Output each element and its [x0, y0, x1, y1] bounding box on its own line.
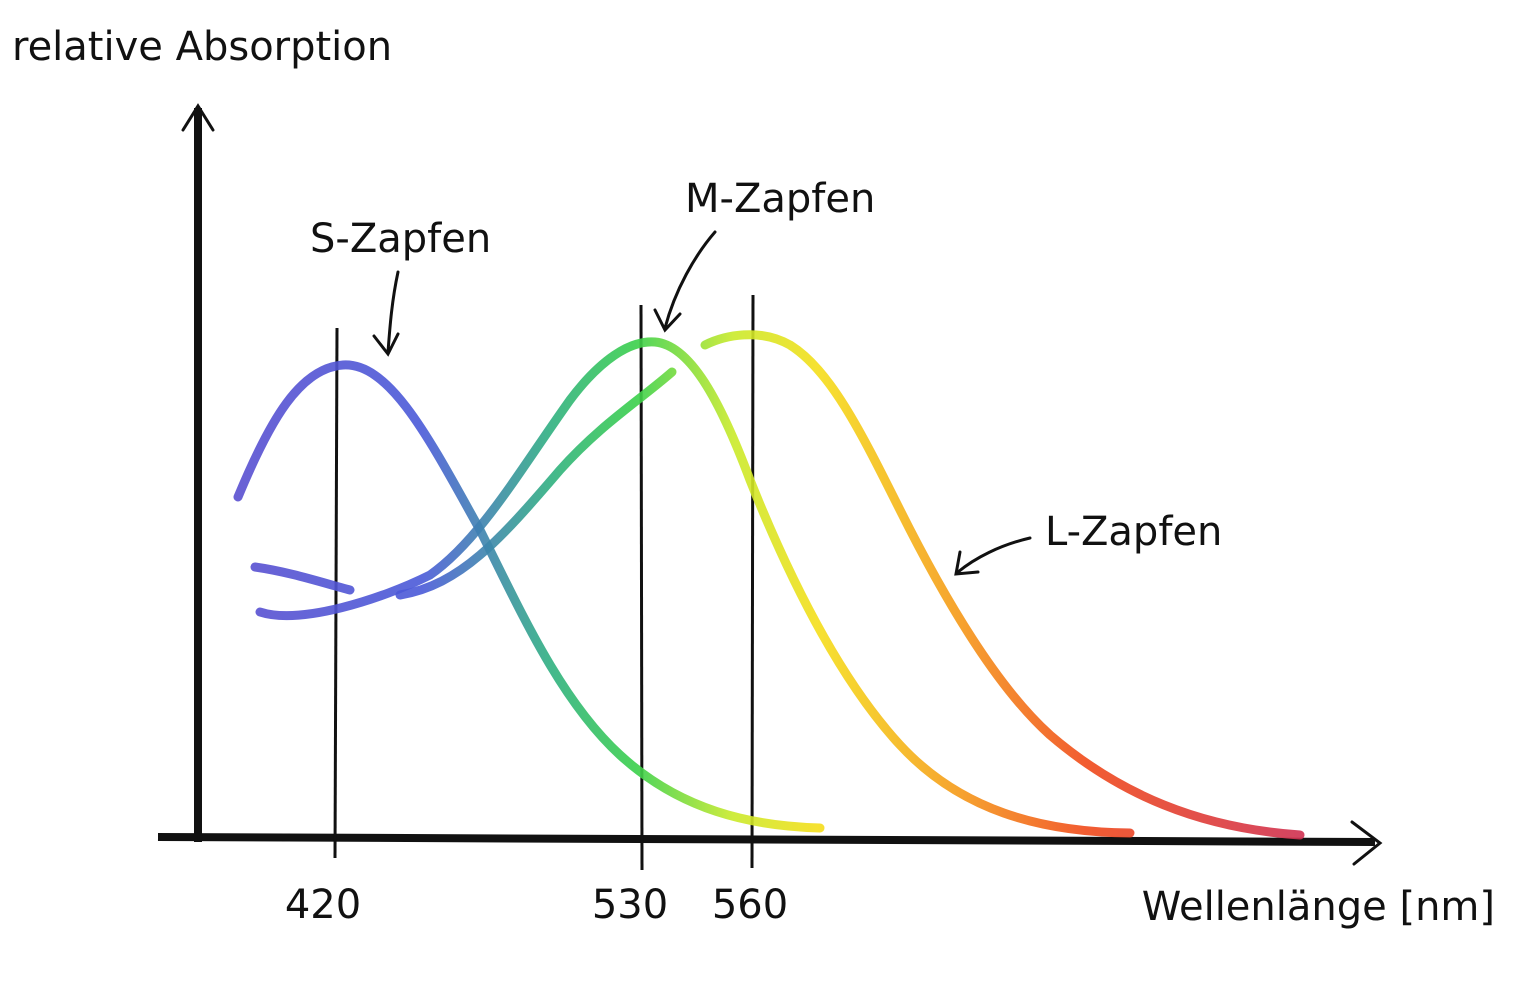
s-curve-tail: [250, 562, 355, 595]
label-arrow: [372, 270, 400, 357]
x-axis: [157, 833, 1376, 846]
x-tick-label: 560: [712, 882, 788, 928]
peak-line: [750, 294, 755, 869]
y-axis-arrow: [181, 103, 215, 132]
curve-label: M-Zapfen: [685, 176, 875, 222]
peak-line: [333, 327, 339, 859]
x-axis-arrow: [1350, 820, 1383, 866]
curve-label: S-Zapfen: [310, 216, 491, 262]
l-curve: [700, 330, 1305, 840]
m-curve: [255, 337, 1135, 838]
peak-line: [639, 304, 644, 871]
l-curve: [395, 367, 677, 600]
x-axis-label: Wellenlänge [nm]: [1142, 884, 1495, 930]
x-tick-label: 420: [285, 882, 361, 928]
curve-label: L-Zapfen: [1045, 509, 1222, 555]
y-axis-label: relative Absorption: [12, 24, 392, 70]
x-tick-label: 530: [592, 882, 668, 928]
label-arrow: [954, 536, 1032, 576]
label-arrow: [653, 230, 717, 333]
